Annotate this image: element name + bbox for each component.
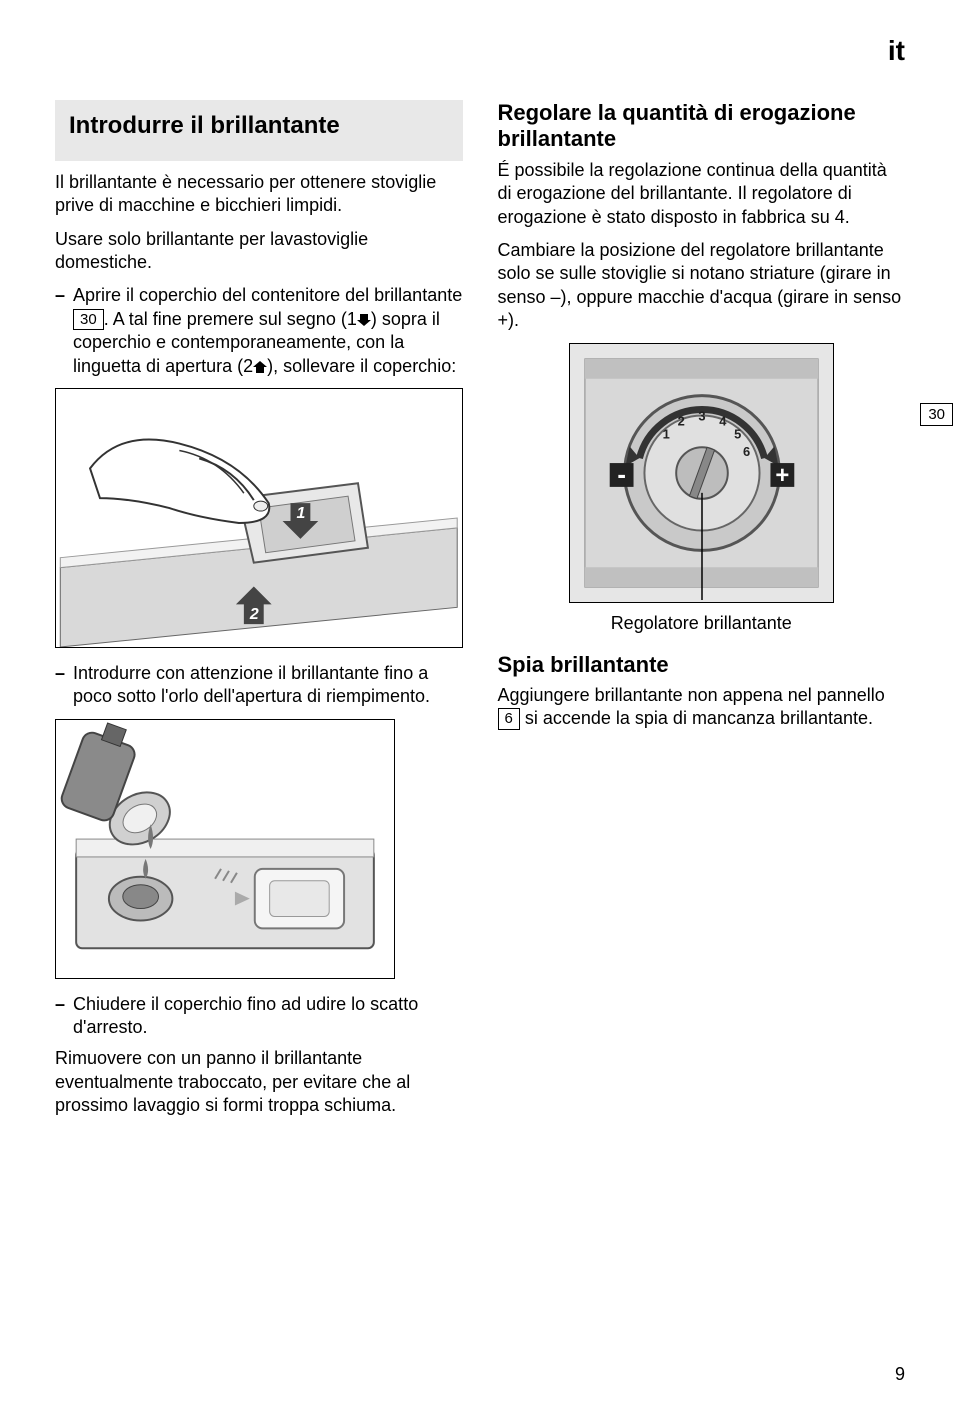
bullet-1-body: Aprire il coperchio del contenitore del … (73, 284, 463, 378)
right-column: Regolare la quantità di erogazione brill… (498, 100, 906, 1128)
left-title: Introdurre il brillantante (69, 112, 449, 141)
left-column: Introdurre il brillantante Il brillantan… (55, 100, 463, 1128)
bullet-dash: – (55, 284, 73, 378)
svg-text:4: 4 (719, 413, 727, 428)
left-closing: Rimuovere con un panno il brillantante e… (55, 1047, 463, 1117)
right-body1: É possibile la regolazione continua dell… (498, 159, 906, 229)
ref-6-inline: 6 (498, 708, 520, 730)
bullet-3-body: Chiudere il coperchio fino ad udire lo s… (73, 993, 463, 1040)
sub-body: Aggiungere brillantante non appena nel p… (498, 684, 906, 731)
illustration-dial: 1 2 3 4 5 6 - + (569, 343, 834, 603)
bullet-1: – Aprire il coperchio del contenitore de… (55, 284, 463, 378)
sub-title: Spia brillantante (498, 652, 906, 678)
bullet1-post3: ), sollevare il coperchio: (267, 356, 456, 376)
ref-30-inline: 30 (73, 309, 104, 331)
callout-2: 2 (249, 606, 259, 623)
language-label: it (888, 35, 905, 67)
right-body2: Cambiare la posizione del regolatore bri… (498, 239, 906, 333)
bullet-dash: – (55, 993, 73, 1040)
right-title: Regolare la quantità di erogazione brill… (498, 100, 906, 153)
minus-icon: - (617, 460, 626, 488)
ref-30-side: 30 (920, 403, 953, 426)
bullet1-post1: . A tal fine premere sul segno (1 (104, 309, 357, 329)
plus-icon: + (775, 461, 789, 488)
callout-1: 1 (296, 505, 305, 522)
svg-text:3: 3 (698, 408, 705, 423)
illustration-pour (55, 719, 395, 979)
bullet-3: – Chiudere il coperchio fino ad udire lo… (55, 993, 463, 1040)
arrow-down-icon (357, 313, 371, 327)
dial-wrap: 30 1 2 (498, 343, 906, 603)
svg-text:6: 6 (743, 444, 750, 459)
sub-body-post: si accende la spia di mancanza brillanta… (520, 708, 873, 728)
left-title-box: Introdurre il brillantante (55, 100, 463, 161)
dial-caption: Regolatore brillantante (498, 613, 906, 634)
bullet1-pre: Aprire il coperchio del contenitore del … (73, 285, 462, 305)
svg-text:2: 2 (677, 413, 684, 428)
svg-text:1: 1 (662, 426, 669, 441)
left-intro: Il brillantante è necessario per ottener… (55, 171, 463, 218)
bullet-dash: – (55, 662, 73, 709)
bullet-2: – Introdurre con attenzione il brillanta… (55, 662, 463, 709)
content-columns: Introdurre il brillantante Il brillantan… (55, 100, 905, 1128)
page-number: 9 (895, 1364, 905, 1385)
svg-text:5: 5 (734, 426, 741, 441)
bullet-2-body: Introdurre con attenzione il brillantant… (73, 662, 463, 709)
left-intro2: Usare solo brillantante per lavastovigli… (55, 228, 463, 275)
sub-body-pre: Aggiungere brillantante non appena nel p… (498, 685, 885, 705)
arrow-up-icon (253, 360, 267, 374)
illustration-open-lid: 1 2 (55, 388, 463, 648)
